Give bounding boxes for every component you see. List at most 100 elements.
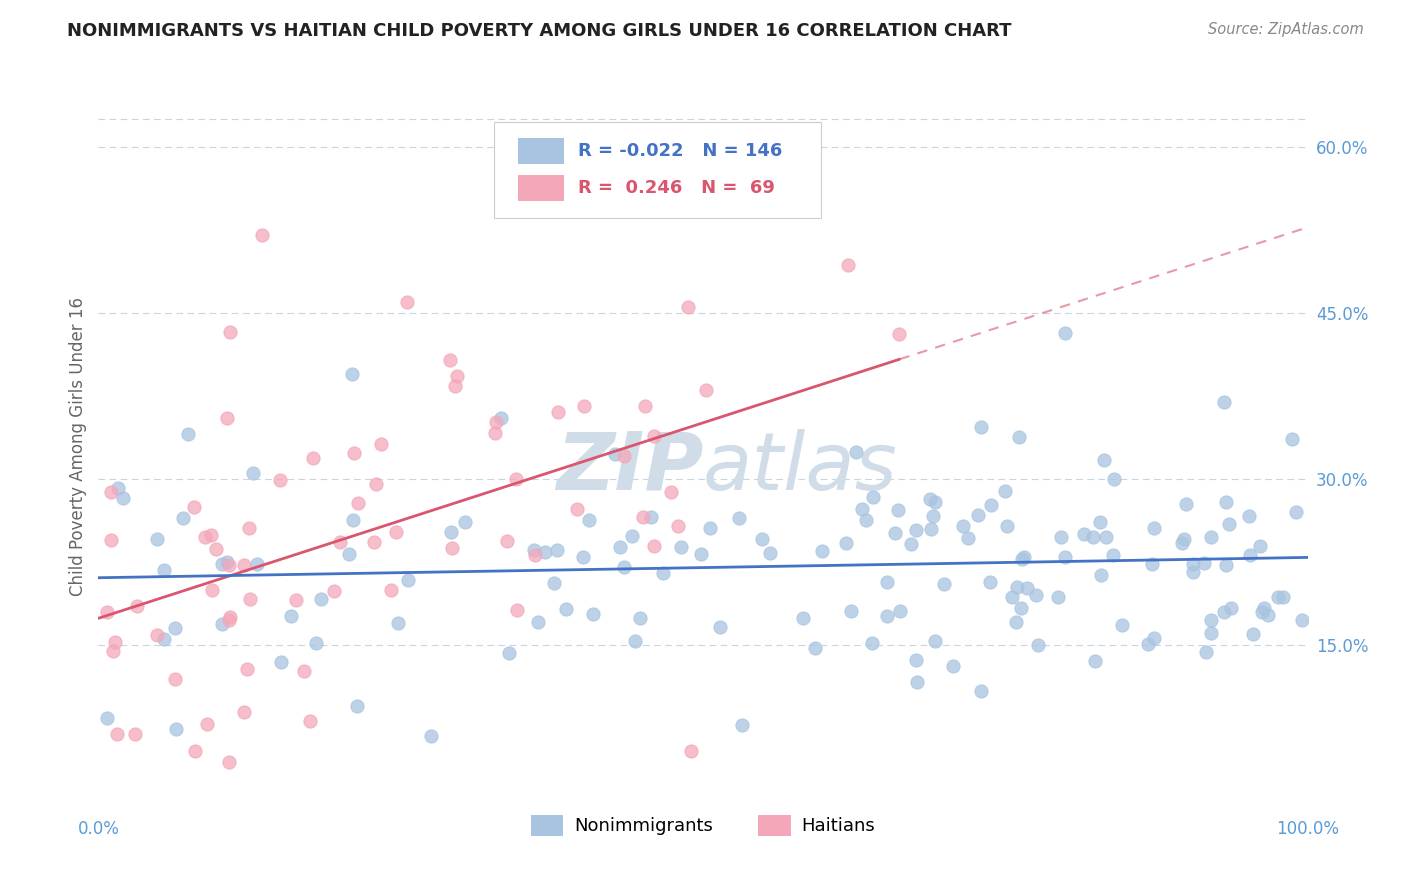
Point <box>980 498 1002 512</box>
Point <box>100 485 122 500</box>
Point <box>1215 558 1237 573</box>
Point <box>395 294 418 309</box>
Point <box>302 451 325 466</box>
Point <box>233 558 256 572</box>
Point <box>200 527 222 541</box>
Point <box>634 399 657 413</box>
Point <box>613 449 636 463</box>
Point <box>640 510 662 524</box>
Point <box>1173 532 1195 546</box>
Point <box>387 616 409 631</box>
Point <box>572 549 595 564</box>
Point <box>1267 590 1289 604</box>
Point <box>862 490 884 504</box>
Point <box>1073 526 1095 541</box>
Point <box>1088 515 1111 529</box>
Point <box>572 399 595 413</box>
Point <box>922 508 945 523</box>
Point <box>1215 494 1237 508</box>
Point <box>904 653 927 667</box>
Point <box>363 535 385 549</box>
Point <box>218 755 240 769</box>
Point <box>329 535 352 549</box>
Point <box>1007 580 1029 594</box>
Point <box>860 636 883 650</box>
Point <box>666 518 689 533</box>
Point <box>446 368 468 383</box>
Point <box>1083 530 1105 544</box>
Point <box>543 575 565 590</box>
Point <box>792 611 814 625</box>
Point <box>343 446 366 460</box>
Point <box>309 591 332 606</box>
Point <box>238 520 260 534</box>
Point <box>218 613 240 627</box>
Point <box>250 228 273 243</box>
Point <box>845 445 868 459</box>
Point <box>970 684 993 698</box>
Point <box>1251 606 1274 620</box>
Point <box>924 495 946 509</box>
Point <box>623 633 645 648</box>
Point <box>1219 601 1241 615</box>
Point <box>523 543 546 558</box>
Point <box>1143 631 1166 645</box>
Point <box>920 522 942 536</box>
Point <box>942 659 965 673</box>
Point <box>1008 430 1031 444</box>
Point <box>163 673 186 687</box>
Point <box>1025 588 1047 602</box>
Point <box>1047 591 1070 605</box>
Point <box>1253 600 1275 615</box>
Point <box>876 609 898 624</box>
Point <box>380 583 402 598</box>
Point <box>384 525 406 540</box>
Point <box>1218 517 1240 532</box>
Point <box>1199 626 1222 640</box>
Point <box>498 646 520 660</box>
Point <box>342 513 364 527</box>
Point <box>1171 536 1194 550</box>
Point <box>811 544 834 558</box>
Point <box>172 511 194 525</box>
Point <box>621 529 644 543</box>
Point <box>804 641 827 656</box>
Point <box>285 592 308 607</box>
Point <box>211 557 233 571</box>
Point <box>527 615 550 629</box>
Point <box>125 599 148 613</box>
Point <box>184 744 207 758</box>
Point <box>322 584 344 599</box>
Point <box>205 541 228 556</box>
Point <box>96 710 118 724</box>
Point <box>1005 615 1028 629</box>
Point <box>1050 530 1073 544</box>
Point <box>496 534 519 549</box>
Point <box>547 404 569 418</box>
Point <box>177 427 200 442</box>
Point <box>994 483 1017 498</box>
Point <box>165 722 187 736</box>
Point <box>211 616 233 631</box>
Point <box>709 620 731 634</box>
Point <box>679 744 702 758</box>
Point <box>578 513 600 527</box>
Point <box>1017 582 1039 596</box>
Point <box>612 560 634 574</box>
Point <box>107 481 129 495</box>
Point <box>1212 395 1234 409</box>
Point <box>1014 550 1036 565</box>
Point <box>1175 497 1198 511</box>
Point <box>1054 549 1077 564</box>
Point <box>292 664 315 678</box>
Point <box>441 541 464 555</box>
Point <box>889 604 911 618</box>
Point <box>484 425 506 440</box>
Point <box>1249 539 1271 553</box>
Point <box>1137 637 1160 651</box>
Point <box>270 656 292 670</box>
Point <box>659 485 682 500</box>
Point <box>605 447 627 461</box>
Point <box>1281 432 1303 446</box>
Point <box>835 535 858 549</box>
